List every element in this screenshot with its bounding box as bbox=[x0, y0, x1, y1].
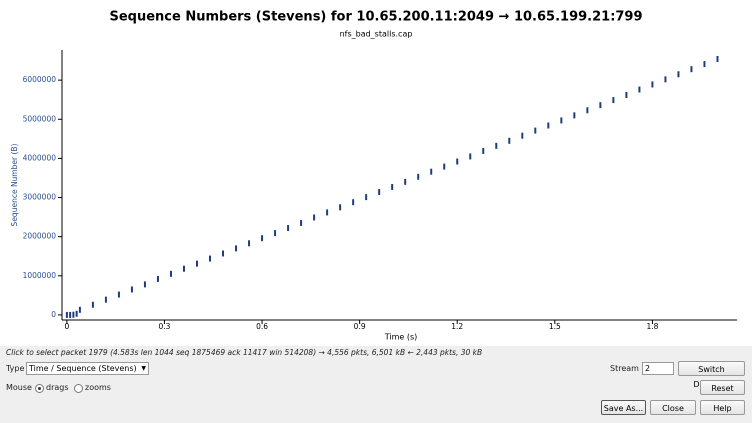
data-point bbox=[508, 137, 511, 144]
y-tick-label: 1000000 bbox=[23, 271, 57, 280]
stream-value: 2 bbox=[645, 364, 651, 373]
data-point bbox=[534, 127, 537, 134]
data-point bbox=[72, 311, 75, 318]
data-point bbox=[651, 81, 654, 88]
data-point bbox=[495, 142, 498, 149]
data-point bbox=[313, 214, 316, 221]
save-as-button[interactable]: Save As... bbox=[601, 400, 646, 415]
data-point bbox=[625, 92, 628, 98]
chart-background bbox=[0, 0, 752, 346]
data-point bbox=[78, 306, 81, 313]
data-point bbox=[456, 158, 459, 165]
data-point bbox=[339, 204, 342, 211]
y-axis-label: Sequence Number (B) bbox=[10, 143, 19, 226]
data-point bbox=[196, 260, 198, 267]
data-point bbox=[586, 107, 589, 114]
data-point bbox=[690, 66, 693, 73]
x-tick-label: 1.8 bbox=[646, 322, 658, 331]
type-label: Type bbox=[6, 364, 25, 373]
x-tick-label: 0 bbox=[64, 322, 69, 331]
data-point bbox=[104, 296, 107, 303]
data-point bbox=[143, 281, 146, 288]
data-point bbox=[482, 147, 485, 154]
data-point bbox=[65, 311, 68, 318]
dropdown-arrow: ▼ bbox=[141, 365, 146, 372]
type-value: Time / Sequence (Stevens) bbox=[29, 364, 137, 373]
data-point bbox=[69, 311, 72, 318]
data-point bbox=[378, 189, 381, 196]
data-point bbox=[222, 250, 225, 257]
y-tick-label: 4000000 bbox=[23, 153, 57, 162]
data-point bbox=[117, 291, 120, 298]
chart-subtitle: nfs_bad_stalls.cap bbox=[340, 30, 413, 39]
x-tick-label: 1.2 bbox=[451, 322, 463, 331]
data-point bbox=[235, 245, 238, 252]
x-axis-label: Time (s) bbox=[384, 333, 418, 342]
data-point bbox=[703, 61, 706, 68]
data-point bbox=[391, 183, 394, 190]
data-point bbox=[443, 163, 446, 170]
y-tick-label: 0 bbox=[51, 310, 56, 319]
zooms-label: zooms bbox=[85, 383, 111, 392]
data-point bbox=[326, 209, 329, 216]
data-point bbox=[573, 112, 576, 119]
data-point bbox=[547, 122, 550, 129]
data-point bbox=[521, 132, 524, 139]
data-point bbox=[75, 310, 78, 317]
data-point bbox=[560, 117, 563, 124]
stream-spinner[interactable]: 2 bbox=[642, 362, 674, 375]
data-point bbox=[638, 86, 641, 93]
data-point bbox=[274, 230, 277, 237]
data-point bbox=[430, 168, 433, 175]
data-point bbox=[182, 265, 185, 272]
data-point bbox=[404, 178, 407, 185]
data-point bbox=[612, 97, 615, 104]
x-tick-label: 1.5 bbox=[549, 322, 561, 331]
help-button[interactable]: Help bbox=[700, 400, 745, 415]
data-point bbox=[599, 102, 602, 109]
zooms-radio[interactable] bbox=[74, 384, 83, 393]
data-point bbox=[352, 199, 355, 206]
y-tick-label: 3000000 bbox=[23, 193, 57, 202]
data-point bbox=[169, 270, 172, 277]
data-point bbox=[664, 76, 667, 83]
stream-label: Stream bbox=[610, 364, 639, 373]
x-tick-label: 0.9 bbox=[354, 322, 366, 331]
status-text: Click to select packet 1979 (4.583s len … bbox=[6, 348, 483, 357]
reset-button[interactable]: Reset bbox=[700, 380, 745, 395]
y-tick-label: 5000000 bbox=[23, 114, 57, 123]
x-tick-label: 0.3 bbox=[159, 322, 171, 331]
chart-title: Sequence Numbers (Stevens) for 10.65.200… bbox=[109, 10, 642, 25]
data-point bbox=[469, 153, 472, 160]
data-point bbox=[156, 275, 159, 282]
data-point bbox=[261, 235, 264, 242]
data-point bbox=[677, 71, 680, 78]
data-point bbox=[209, 255, 212, 262]
x-tick-label: 0.6 bbox=[256, 322, 268, 331]
type-select[interactable]: Time / Sequence (Stevens) ▼ bbox=[26, 362, 149, 375]
data-point bbox=[300, 219, 303, 226]
data-point bbox=[130, 286, 133, 293]
close-button[interactable]: Close bbox=[650, 400, 696, 415]
drags-label: drags bbox=[46, 383, 69, 392]
data-point bbox=[248, 240, 251, 247]
y-tick-label: 2000000 bbox=[23, 232, 57, 241]
data-point bbox=[716, 56, 719, 62]
mouse-label: Mouse bbox=[6, 383, 32, 392]
chart: Sequence Numbers (Stevens) for 10.65.200… bbox=[0, 0, 752, 346]
data-point bbox=[91, 301, 94, 308]
data-point bbox=[365, 194, 368, 201]
y-tick-label: 6000000 bbox=[23, 75, 57, 84]
data-point bbox=[287, 225, 290, 232]
drags-radio[interactable] bbox=[35, 384, 44, 393]
data-point bbox=[417, 173, 420, 180]
switch-direction-button[interactable]: Switch Direction bbox=[678, 361, 745, 389]
